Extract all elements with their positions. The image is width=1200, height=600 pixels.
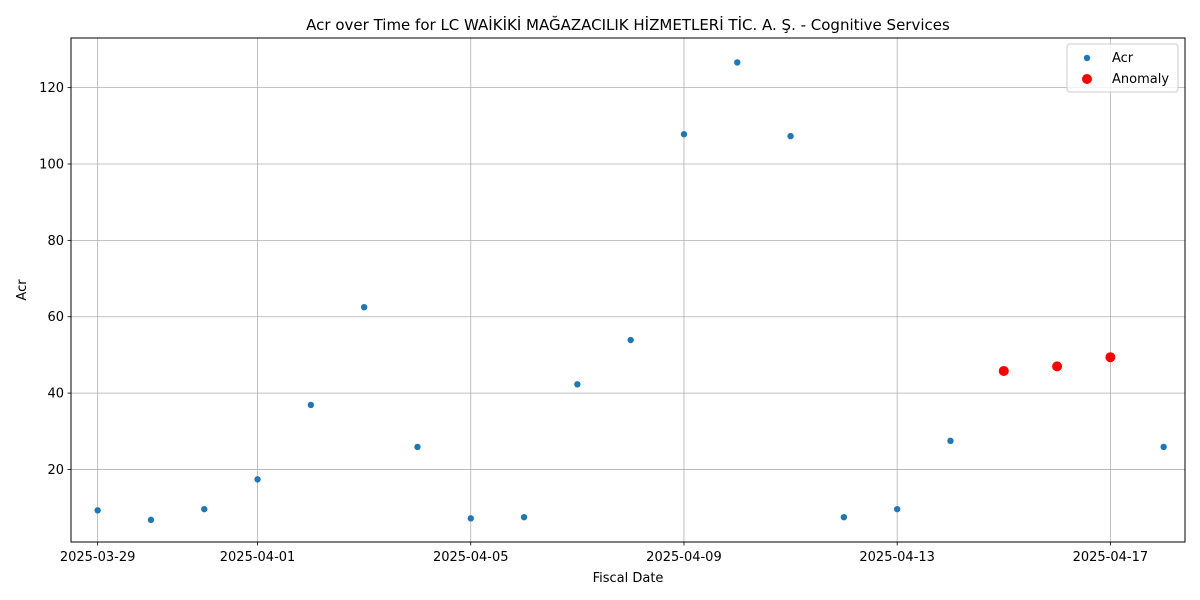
acr-point [947, 437, 954, 445]
acr-point [893, 505, 901, 513]
y-tick-label: 60 [47, 310, 64, 325]
acr-point [467, 515, 474, 522]
acr-point [254, 476, 261, 483]
y-tick-label: 100 [39, 158, 64, 173]
plot-area-frame [70, 37, 1186, 543]
acr-point [520, 513, 528, 521]
legend-marker-anomaly [1082, 74, 1092, 84]
x-axis-label: Fiscal Date [593, 571, 664, 586]
acr-point [147, 516, 155, 524]
y-axis-label: Acr [15, 279, 30, 301]
acr-point [574, 381, 581, 388]
acr-point [627, 336, 634, 344]
x-tick-label: 2025-04-13 [859, 550, 935, 565]
acr-point [201, 505, 208, 513]
y-tick-label: 120 [39, 81, 64, 96]
acr-point [414, 443, 421, 451]
legend-box [1066, 43, 1179, 93]
x-tick-label: 2025-04-17 [1073, 550, 1149, 565]
y-axis-ticks: 20 40 60 80 100 120 [39, 81, 71, 478]
anomaly-point [1105, 352, 1116, 363]
x-tick-label: 2025-04-09 [646, 550, 722, 565]
x-tick-label: 2025-03-29 [60, 550, 136, 565]
legend-marker-acr [1083, 54, 1091, 62]
y-tick-label: 80 [47, 234, 64, 249]
x-axis-ticks: 2025-03-29 2025-04-01 2025-04-05 2025-04-09… [60, 542, 1148, 565]
chart-title: Acr over Time for LC WAİKİKİ MAĞAZACILIK… [306, 15, 950, 34]
data-points [94, 59, 1167, 524]
acr-point [680, 131, 688, 138]
legend: Acr Anomaly [1066, 43, 1179, 93]
legend-label-anomaly: Anomaly [1112, 72, 1169, 87]
acr-point [1160, 443, 1167, 451]
acr-point [360, 303, 368, 311]
grid [71, 38, 1185, 542]
x-tick-label: 2025-04-01 [220, 550, 296, 565]
x-tick-label: 2025-04-05 [433, 550, 509, 565]
y-tick-label: 40 [47, 387, 64, 402]
acr-point [787, 132, 794, 140]
y-tick-label: 20 [47, 463, 64, 478]
acr-point [94, 507, 101, 514]
acr-point [840, 513, 848, 521]
acr-point [307, 401, 315, 409]
legend-label-acr: Acr [1112, 51, 1134, 66]
anomaly-point [998, 365, 1009, 376]
acr-point [734, 59, 741, 66]
anomaly-point [1052, 361, 1063, 372]
